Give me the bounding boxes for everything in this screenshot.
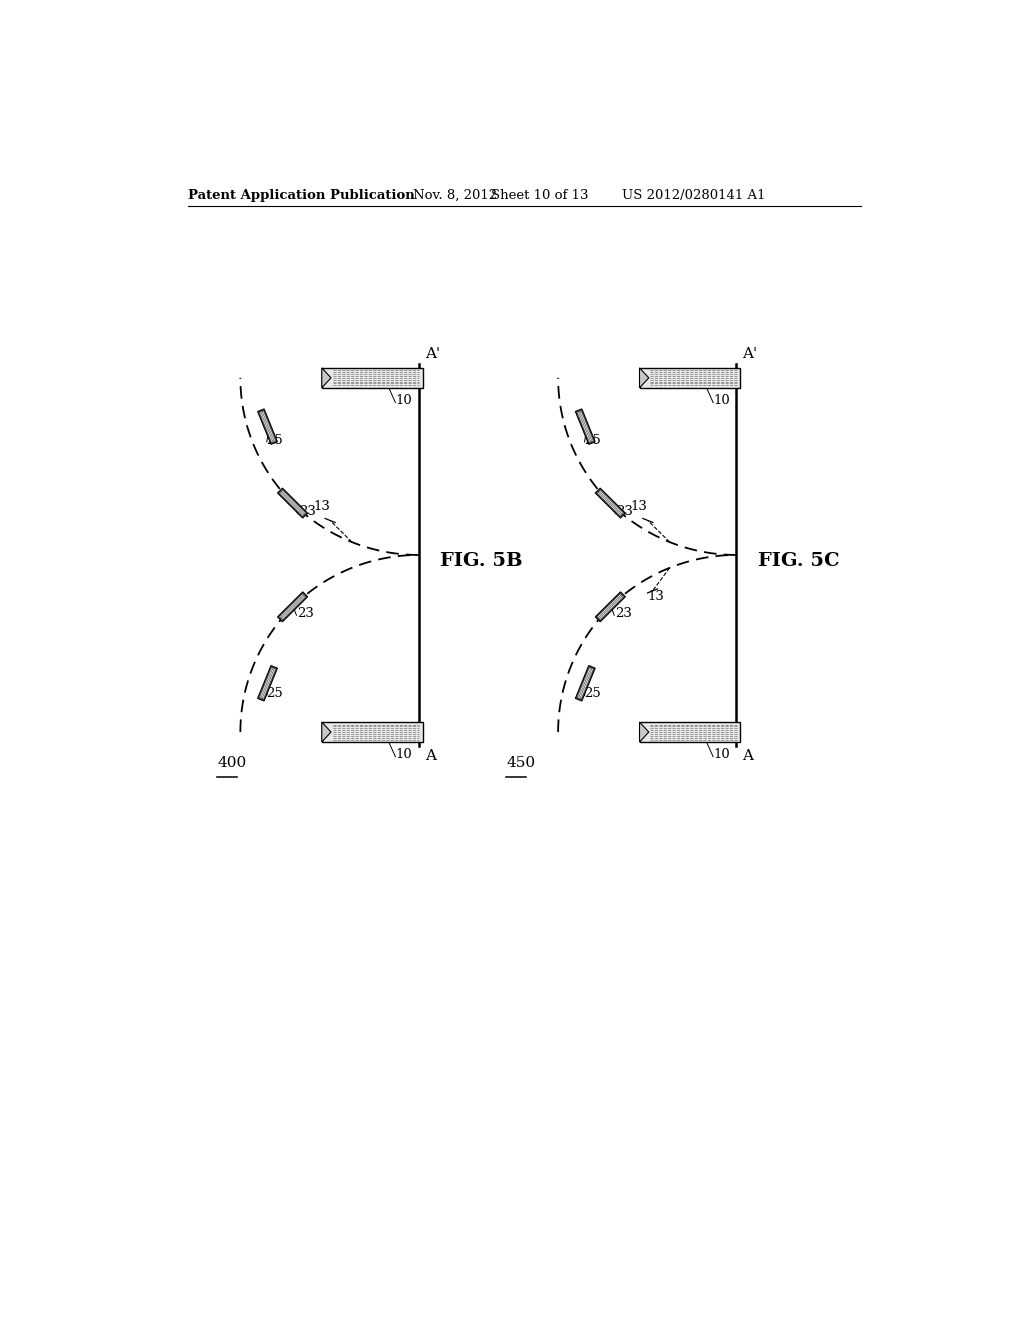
Text: 400: 400 — [217, 755, 247, 770]
Text: 25: 25 — [266, 433, 283, 446]
Text: Patent Application Publication: Patent Application Publication — [188, 189, 415, 202]
Text: 13: 13 — [313, 500, 330, 512]
Polygon shape — [278, 488, 307, 517]
Polygon shape — [595, 488, 626, 517]
Polygon shape — [640, 368, 740, 388]
Text: 23: 23 — [299, 506, 315, 519]
Text: 25: 25 — [584, 688, 600, 700]
Text: 450: 450 — [506, 755, 536, 770]
Text: A: A — [742, 748, 754, 763]
Polygon shape — [322, 722, 331, 742]
Polygon shape — [322, 368, 331, 388]
Polygon shape — [322, 722, 423, 742]
Text: US 2012/0280141 A1: US 2012/0280141 A1 — [623, 189, 766, 202]
Text: 13: 13 — [648, 590, 665, 603]
Polygon shape — [258, 665, 278, 701]
Text: 23: 23 — [616, 506, 634, 519]
Text: 23: 23 — [297, 607, 314, 620]
Text: 10: 10 — [395, 395, 412, 407]
Text: 25: 25 — [584, 433, 600, 446]
Text: FIG. 5B: FIG. 5B — [440, 553, 523, 570]
Text: A: A — [425, 748, 436, 763]
Text: 13: 13 — [631, 500, 648, 512]
Text: A': A' — [425, 347, 440, 360]
Polygon shape — [322, 368, 423, 388]
Text: 25: 25 — [266, 688, 283, 700]
Polygon shape — [640, 722, 740, 742]
Polygon shape — [575, 409, 595, 445]
Polygon shape — [640, 368, 649, 388]
Polygon shape — [575, 665, 595, 701]
Text: FIG. 5C: FIG. 5C — [758, 553, 840, 570]
Text: 23: 23 — [615, 607, 632, 620]
Text: 10: 10 — [395, 748, 412, 762]
Text: 10: 10 — [713, 395, 730, 407]
Text: A': A' — [742, 347, 758, 360]
Text: 10: 10 — [713, 748, 730, 762]
Text: Nov. 8, 2012: Nov. 8, 2012 — [414, 189, 498, 202]
Text: Sheet 10 of 13: Sheet 10 of 13 — [490, 189, 588, 202]
Polygon shape — [258, 409, 278, 445]
Polygon shape — [640, 722, 649, 742]
Polygon shape — [278, 591, 307, 622]
Polygon shape — [595, 591, 626, 622]
